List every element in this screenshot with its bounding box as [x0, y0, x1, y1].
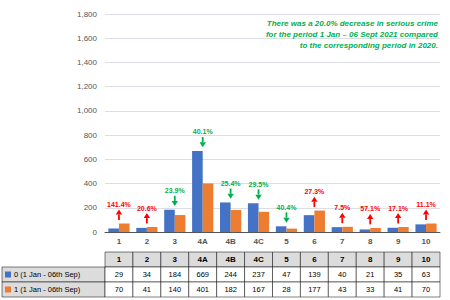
- svg-text:7.5%: 7.5%: [334, 204, 351, 211]
- svg-text:400: 400: [84, 179, 98, 188]
- svg-text:7: 7: [340, 255, 345, 264]
- svg-text:47: 47: [282, 270, 290, 279]
- svg-text:139: 139: [308, 270, 321, 279]
- svg-text:177: 177: [308, 285, 321, 294]
- svg-text:4C: 4C: [253, 255, 263, 264]
- svg-text:1,400: 1,400: [77, 58, 98, 67]
- svg-text:237: 237: [252, 270, 265, 279]
- svg-text:10: 10: [422, 237, 431, 246]
- svg-text:8: 8: [368, 255, 373, 264]
- svg-text:4A: 4A: [198, 255, 208, 264]
- svg-text:25.4%: 25.4%: [221, 180, 242, 187]
- svg-text:57.1%: 57.1%: [360, 205, 381, 212]
- svg-text:10: 10: [422, 255, 431, 264]
- svg-text:167: 167: [252, 285, 265, 294]
- svg-text:41: 41: [143, 285, 151, 294]
- svg-text:40.4%: 40.4%: [277, 204, 298, 211]
- svg-text:5: 5: [284, 237, 289, 246]
- svg-text:43: 43: [338, 285, 346, 294]
- svg-text:1 (1 Jan - 06th Sep): 1 (1 Jan - 06th Sep): [14, 285, 81, 294]
- svg-text:9: 9: [396, 255, 401, 264]
- svg-text:141.4%: 141.4%: [107, 201, 132, 208]
- svg-text:11.1%: 11.1%: [416, 201, 436, 208]
- svg-text:0: 0: [93, 228, 98, 237]
- svg-text:4B: 4B: [226, 255, 236, 264]
- svg-text:1: 1: [117, 237, 122, 246]
- svg-text:21: 21: [366, 270, 374, 279]
- svg-text:2: 2: [145, 255, 150, 264]
- svg-text:5: 5: [284, 255, 289, 264]
- svg-text:29: 29: [115, 270, 123, 279]
- svg-text:1,200: 1,200: [77, 82, 98, 91]
- svg-text:669: 669: [196, 270, 209, 279]
- svg-text:34: 34: [143, 270, 151, 279]
- svg-text:70: 70: [115, 285, 123, 294]
- svg-text:3: 3: [173, 255, 178, 264]
- svg-text:63: 63: [422, 270, 430, 279]
- svg-text:1,800: 1,800: [77, 10, 98, 19]
- svg-text:17.1%: 17.1%: [388, 205, 409, 212]
- svg-text:800: 800: [84, 131, 98, 140]
- svg-text:33: 33: [366, 285, 374, 294]
- svg-text:to the corresponding period in: to the corresponding period in 2020.: [300, 41, 438, 50]
- svg-text:1,000: 1,000: [77, 106, 98, 115]
- svg-text:There was a 20.0% decrease in: There was a 20.0% decrease in serious cr…: [267, 19, 439, 28]
- svg-text:7: 7: [340, 237, 345, 246]
- svg-text:1,600: 1,600: [77, 34, 98, 43]
- svg-text:for the period 1 Jan – 06 Sept: for the period 1 Jan – 06 Sept 2021 comp…: [266, 30, 439, 39]
- svg-text:4A: 4A: [198, 237, 208, 246]
- svg-text:2: 2: [145, 237, 150, 246]
- svg-text:244: 244: [224, 270, 237, 279]
- svg-text:184: 184: [169, 270, 182, 279]
- svg-text:401: 401: [196, 285, 209, 294]
- svg-text:40: 40: [338, 270, 346, 279]
- svg-text:23.9%: 23.9%: [165, 187, 186, 194]
- svg-text:4C: 4C: [253, 237, 263, 246]
- svg-text:600: 600: [84, 155, 98, 164]
- svg-text:27.3%: 27.3%: [304, 188, 325, 195]
- svg-text:29.5%: 29.5%: [249, 181, 270, 188]
- svg-text:4B: 4B: [226, 237, 236, 246]
- svg-text:70: 70: [422, 285, 430, 294]
- svg-text:40.1%: 40.1%: [193, 128, 214, 135]
- svg-text:0 (1 Jan - 06th Sep): 0 (1 Jan - 06th Sep): [14, 270, 81, 279]
- svg-text:6: 6: [312, 237, 317, 246]
- svg-text:41: 41: [394, 285, 402, 294]
- svg-text:9: 9: [396, 237, 401, 246]
- svg-text:1: 1: [117, 255, 122, 264]
- svg-text:28: 28: [282, 285, 290, 294]
- svg-text:6: 6: [312, 255, 317, 264]
- svg-text:35: 35: [394, 270, 402, 279]
- svg-text:140: 140: [169, 285, 182, 294]
- svg-text:8: 8: [368, 237, 373, 246]
- svg-text:20.6%: 20.6%: [137, 205, 158, 212]
- svg-text:182: 182: [224, 285, 237, 294]
- svg-text:3: 3: [173, 237, 178, 246]
- svg-text:200: 200: [84, 203, 98, 212]
